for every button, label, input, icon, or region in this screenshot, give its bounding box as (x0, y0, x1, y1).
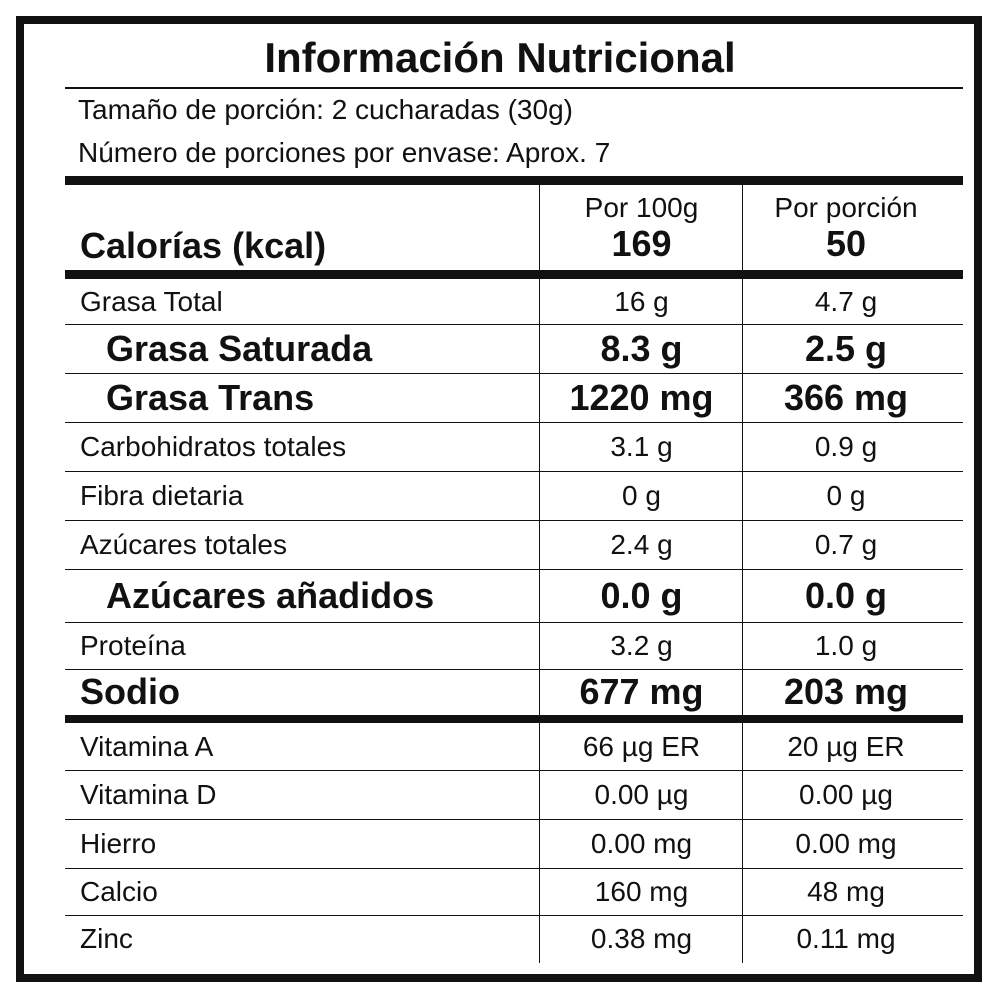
column-divider (742, 185, 743, 270)
row-label: Calcio (80, 876, 158, 907)
row-value-per-serving: 4.7 g (814, 286, 878, 317)
row-value-per100g: 160 mg (594, 876, 689, 907)
thick-divider (65, 715, 963, 723)
row-label: Sodio (80, 671, 180, 712)
label-title: Información Nutricional (264, 34, 736, 81)
row-value-per-serving: 0.11 mg (796, 923, 896, 954)
calories-per-serving: 50 (825, 223, 867, 264)
serving-size: Tamaño de porción: 2 cucharadas (30g) (78, 94, 573, 125)
row-value-per100g: 3.2 g (610, 630, 673, 661)
row-value-per-serving: 20 µg ER (787, 731, 905, 762)
row-divider (65, 622, 963, 623)
header-per-serving: Por porción 50 (743, 186, 949, 270)
row-value-per-serving: 0.0 g (804, 575, 888, 616)
row-label: Proteína (80, 630, 186, 661)
divider (65, 87, 963, 89)
row-value-per100g: 0.38 mg (590, 923, 693, 954)
row-value-per100g: 66 µg ER (582, 731, 701, 762)
row-label: Fibra dietaria (80, 480, 244, 511)
row-divider (65, 422, 963, 423)
row-divider (65, 569, 963, 570)
servings-per-container: Número de porciones por envase: Aprox. 7 (78, 137, 611, 168)
row-value-per100g: 8.3 g (600, 328, 683, 369)
row-value-per-serving: 0 g (826, 480, 866, 511)
row-value-per-serving: 0.9 g (814, 431, 878, 462)
column-divider (539, 185, 540, 270)
row-value-per-serving: 1.0 g (814, 630, 878, 661)
column-divider (742, 723, 743, 963)
row-label: Azúcares añadidos (106, 575, 435, 616)
row-divider (65, 324, 963, 325)
row-value-per100g: 2.4 g (610, 529, 673, 560)
row-label: Azúcares totales (80, 529, 287, 560)
row-value-per100g: 1220 mg (569, 377, 714, 418)
column-divider (539, 279, 540, 715)
row-value-per100g: 0.00 mg (590, 828, 693, 859)
row-value-per-serving: 366 mg (783, 377, 909, 418)
row-value-per100g: 3.1 g (610, 431, 673, 462)
row-label: Vitamina D (80, 779, 217, 810)
col2-label: Por porción (774, 192, 918, 223)
row-label: Vitamina A (80, 731, 214, 762)
header-per-100g: Por 100g 169 (540, 186, 743, 270)
row-value-per-serving: 0.7 g (814, 529, 878, 560)
col1-label: Por 100g (584, 192, 699, 223)
row-label: Hierro (80, 828, 157, 859)
row-divider (65, 915, 963, 916)
column-divider (539, 723, 540, 963)
row-label: Carbohidratos totales (80, 431, 347, 462)
row-label: Grasa Total (80, 286, 223, 317)
row-value-per-serving: 0.00 mg (795, 828, 897, 859)
row-value-per-serving: 2.5 g (804, 328, 888, 369)
row-value-per100g: 677 mg (579, 671, 704, 712)
row-label: Grasa Saturada (106, 328, 373, 369)
row-value-per100g: 16 g (614, 286, 669, 317)
column-divider (742, 279, 743, 715)
row-divider (65, 520, 963, 521)
row-divider (65, 669, 963, 670)
row-divider (65, 819, 963, 820)
row-label: Grasa Trans (106, 377, 315, 418)
row-value-per-serving: 0.00 µg (799, 779, 893, 810)
row-divider (65, 373, 963, 374)
row-divider (65, 868, 963, 869)
row-divider (65, 471, 963, 472)
row-value-per100g: 0.00 µg (594, 779, 689, 810)
thick-divider (65, 176, 963, 185)
row-value-per100g: 0 g (622, 480, 661, 511)
row-value-per-serving: 48 mg (807, 876, 885, 907)
thick-divider (65, 270, 963, 279)
row-value-per100g: 0.0 g (600, 575, 683, 616)
row-value-per-serving: 203 mg (783, 671, 909, 712)
row-divider (65, 770, 963, 771)
calories-per-100g: 169 (611, 223, 672, 264)
calories-label: Calorías (kcal) (80, 225, 327, 266)
row-label: Zinc (80, 923, 133, 954)
